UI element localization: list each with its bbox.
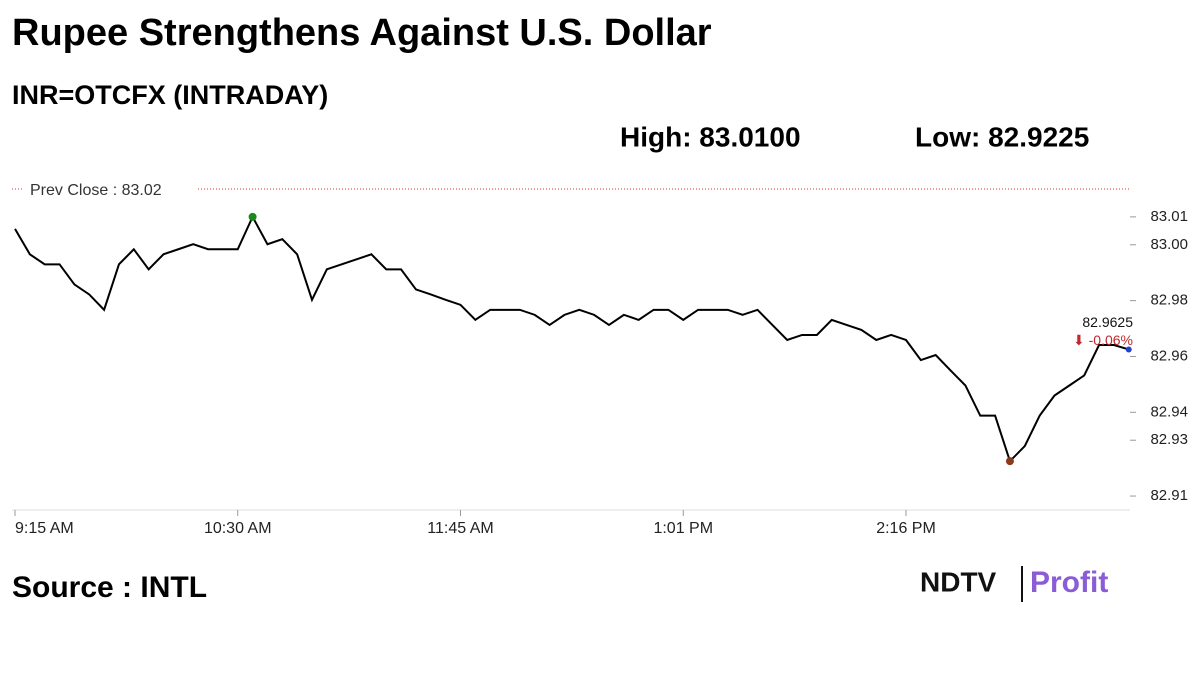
y-tick-label: 82.98 <box>1150 292 1188 309</box>
x-tick-label: 2:16 PM <box>876 520 936 537</box>
high-label: High: 83.0100 <box>620 121 801 152</box>
x-tick-label: 10:30 AM <box>204 520 272 537</box>
y-tick-label: 82.91 <box>1150 487 1188 504</box>
logo-ndtv: NDTV <box>920 566 997 597</box>
x-tick-label: 1:01 PM <box>653 520 713 537</box>
y-tick-label: 83.00 <box>1150 236 1188 253</box>
x-tick-label: 11:45 AM <box>427 520 493 537</box>
y-tick-label: 82.93 <box>1150 431 1188 448</box>
y-tick-label: 82.94 <box>1150 403 1188 420</box>
y-tick-label: 83.01 <box>1150 208 1188 225</box>
change-label: ⬇ -0.06% <box>1073 332 1133 348</box>
prev-close-bg <box>24 177 196 200</box>
last-marker <box>1125 346 1132 353</box>
prev-close-label: Prev Close : 83.02 <box>30 182 162 199</box>
last-label: 82.9625 <box>1082 314 1133 330</box>
x-tick-label: 9:15 AM <box>15 520 74 537</box>
price-line <box>14 214 1130 464</box>
subtitle: INR=OTCFX (INTRADAY) <box>12 80 328 110</box>
y-tick-label: 82.96 <box>1150 347 1188 364</box>
chart-title: Rupee Strengthens Against U.S. Dollar <box>12 12 712 54</box>
source: Source : INTL <box>12 571 207 604</box>
low-marker <box>1005 457 1014 466</box>
logo-profit: Profit <box>1030 566 1108 599</box>
low-label: Low: 82.9225 <box>915 121 1089 152</box>
high-marker <box>248 212 257 221</box>
